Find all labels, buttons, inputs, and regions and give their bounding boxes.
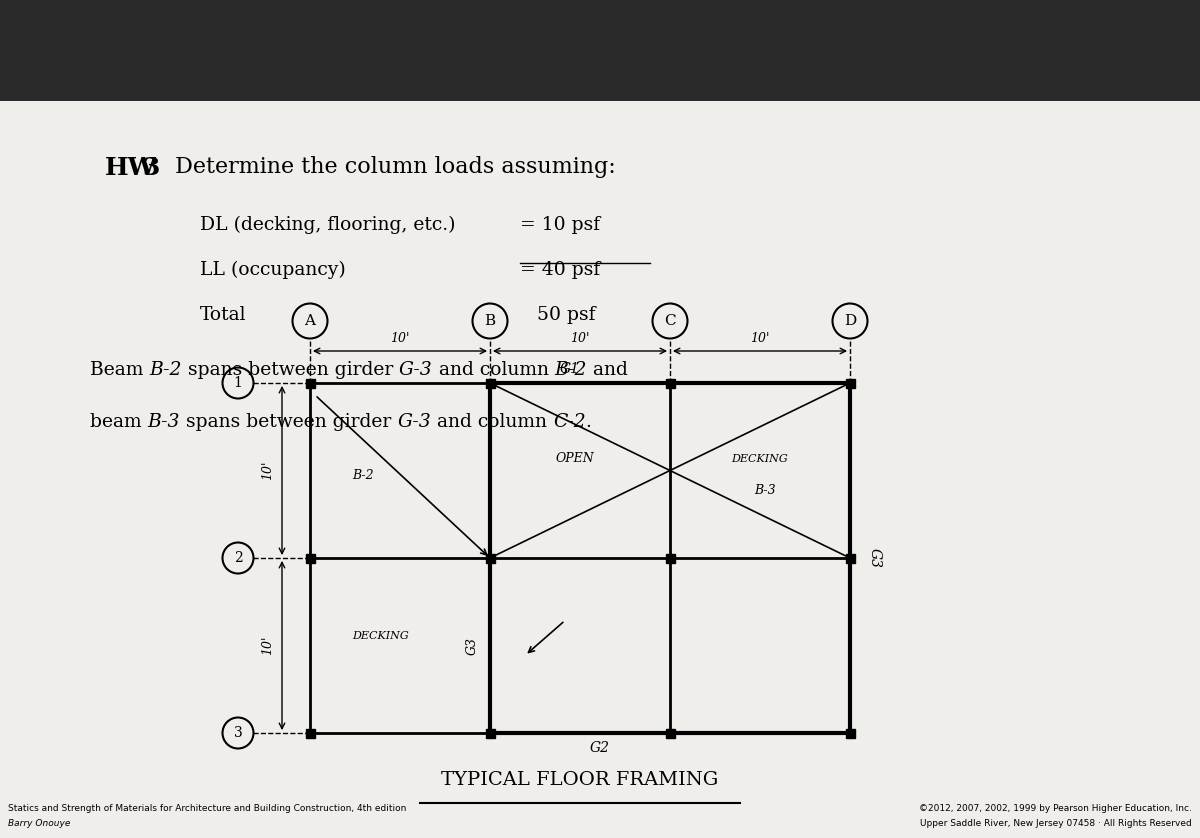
Text: Upper Saddle River, New Jersey 07458 · All Rights Reserved: Upper Saddle River, New Jersey 07458 · A… (920, 819, 1192, 828)
Text: LL (occupancy): LL (occupancy) (200, 261, 346, 279)
Text: B-3: B-3 (754, 484, 776, 497)
Bar (486, 728, 494, 737)
Text: spans between girder: spans between girder (180, 412, 397, 431)
Text: G1: G1 (560, 362, 580, 376)
Text: ©2012, 2007, 2002, 1999 by Pearson Higher Education, Inc.: ©2012, 2007, 2002, 1999 by Pearson Highe… (919, 804, 1192, 813)
Text: HW: HW (106, 156, 157, 179)
Text: B: B (485, 314, 496, 328)
Bar (846, 554, 854, 562)
Bar (486, 554, 494, 562)
Text: and: and (587, 360, 628, 379)
Text: 50 psf: 50 psf (538, 306, 595, 323)
Text: B-2: B-2 (554, 360, 587, 379)
Bar (666, 379, 674, 387)
Text: 10': 10' (262, 636, 274, 655)
Text: G3: G3 (868, 548, 882, 568)
Text: Beam: Beam (90, 360, 149, 379)
Text: Determine the column loads assuming:: Determine the column loads assuming: (168, 156, 616, 178)
Bar (846, 728, 854, 737)
Text: A: A (305, 314, 316, 328)
Text: 10': 10' (262, 461, 274, 480)
Text: G-3: G-3 (398, 360, 433, 379)
Text: = 40 psf: = 40 psf (520, 261, 600, 278)
Text: 1: 1 (234, 376, 242, 390)
Text: B-2: B-2 (149, 360, 181, 379)
Text: D: D (844, 314, 856, 328)
Text: Statics and Strength of Materials for Architecture and Building Construction, 4t: Statics and Strength of Materials for Ar… (8, 804, 407, 813)
Text: G-3: G-3 (397, 412, 431, 431)
Text: .: . (586, 412, 592, 431)
Text: Total: Total (200, 306, 246, 323)
Text: C: C (664, 314, 676, 328)
Text: 10': 10' (750, 332, 769, 345)
Text: G2: G2 (590, 741, 610, 755)
Bar (666, 554, 674, 562)
Text: OPEN: OPEN (556, 452, 594, 465)
Text: DL (decking, flooring, etc.): DL (decking, flooring, etc.) (200, 215, 456, 234)
Text: G3: G3 (466, 637, 479, 654)
Text: = 10 psf: = 10 psf (520, 215, 600, 234)
Bar (306, 728, 314, 737)
Text: 2: 2 (234, 551, 242, 565)
Text: spans between girder: spans between girder (181, 360, 398, 379)
Bar (666, 728, 674, 737)
Text: TYPICAL FLOOR FRAMING: TYPICAL FLOOR FRAMING (442, 771, 719, 789)
Text: 3: 3 (234, 726, 242, 740)
Text: DECKING: DECKING (352, 630, 409, 640)
Text: B-2: B-2 (352, 469, 373, 482)
Text: Barry Onouye: Barry Onouye (8, 819, 71, 828)
Bar (306, 554, 314, 562)
Text: and column: and column (433, 360, 554, 379)
Bar (486, 379, 494, 387)
Text: and column: and column (431, 412, 553, 431)
Text: 3: 3 (142, 156, 160, 179)
Text: DECKING: DECKING (732, 453, 788, 463)
Text: beam: beam (90, 412, 148, 431)
Text: 10': 10' (570, 332, 589, 345)
Text: B-3: B-3 (148, 412, 180, 431)
Bar (306, 379, 314, 387)
Text: C-2: C-2 (553, 412, 586, 431)
Text: 10': 10' (390, 332, 409, 345)
Bar (846, 379, 854, 387)
